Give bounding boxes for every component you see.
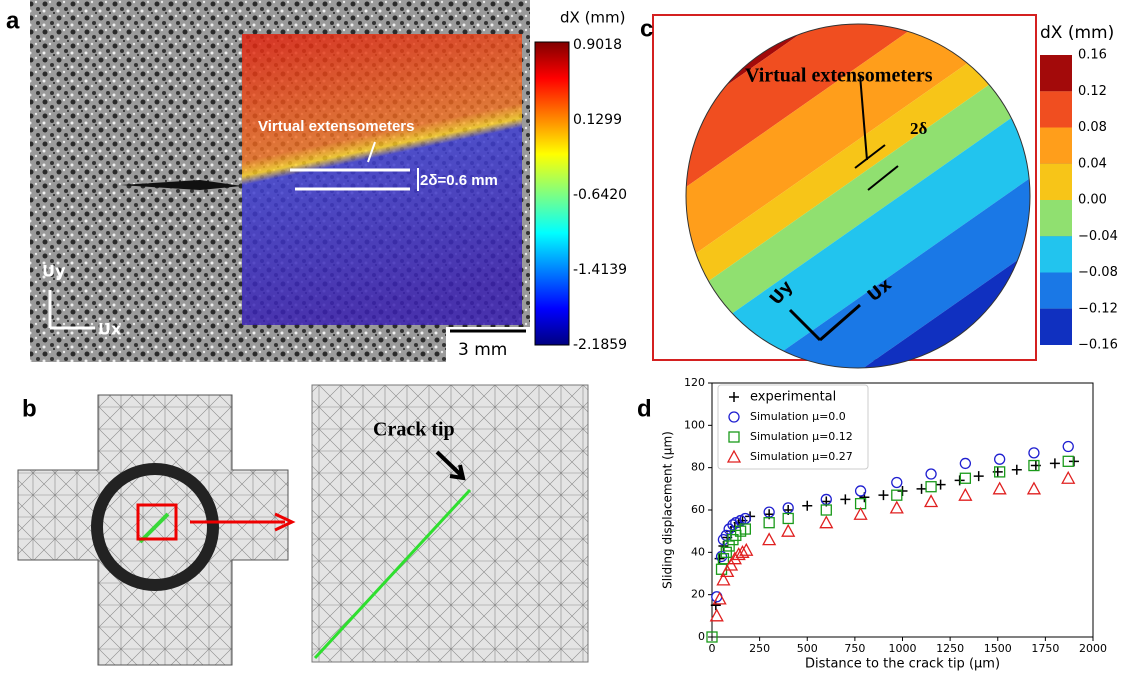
panel-label: c: [640, 15, 653, 42]
y-tick-label: 120: [684, 376, 705, 389]
annotation: Crack tip: [373, 419, 455, 441]
legend-label: Simulation μ=0.12: [750, 430, 853, 443]
y-tick-label: 80: [691, 461, 705, 474]
colorbar-label: 0.08: [1078, 120, 1107, 135]
colorbar-bin: [1040, 128, 1072, 164]
y-tick-label: 100: [684, 418, 705, 431]
colorbar-bin: [1040, 200, 1072, 236]
colorbar-label: −0.12: [1078, 301, 1118, 316]
colorbar-label: -0.6420: [573, 187, 627, 203]
colorbar-bin: [1040, 236, 1072, 272]
gap-label: 2δ: [910, 119, 928, 138]
x-tick-label: 1000: [889, 642, 917, 655]
panel-label: b: [22, 395, 37, 422]
x-tick-label: 0: [709, 642, 716, 655]
annotation: Virtual extensometers: [745, 65, 933, 87]
y-tick-label: 20: [691, 588, 705, 601]
legend-label: Simulation μ=0.0: [750, 410, 846, 423]
colorbar-title: dX (mm): [1040, 23, 1114, 43]
colorbar-label: -2.1859: [573, 337, 627, 353]
panel-label: a: [6, 7, 20, 34]
colorbar-label: 0.00: [1078, 193, 1107, 208]
x-tick-label: 1250: [936, 642, 964, 655]
colorbar-label: -1.4139: [573, 262, 627, 278]
scale-bar-label: 3 mm: [458, 340, 507, 360]
x-tick-label: 1500: [984, 642, 1012, 655]
x-tick-label: 2000: [1079, 642, 1107, 655]
x-axis-label: Distance to the crack tip (μm): [805, 657, 1000, 672]
y-axis-label: Sliding displacement (μm): [661, 431, 675, 589]
colorbar-label: 0.04: [1078, 156, 1107, 171]
annotation: Virtual extensometers: [258, 118, 414, 135]
colorbar-bin: [1040, 164, 1072, 200]
colorbar-label: 0.1299: [573, 112, 622, 128]
x-tick-label: 500: [797, 642, 818, 655]
colorbar-bin: [1040, 273, 1072, 309]
y-tick-label: 40: [691, 545, 705, 558]
colorbar-label: 0.12: [1078, 84, 1107, 99]
colorbar-label: 0.16: [1078, 48, 1107, 63]
colorbar-title: dX (mm): [560, 9, 626, 27]
colorbar-label: −0.16: [1078, 338, 1118, 353]
y-tick-label: 60: [691, 503, 705, 516]
colorbar-bin: [1040, 55, 1072, 91]
x-tick-label: 750: [844, 642, 865, 655]
legend-label: Simulation μ=0.27: [750, 450, 853, 463]
legend-label: experimental: [750, 390, 836, 405]
y-tick-label: 0: [698, 630, 705, 643]
colorbar-label: −0.04: [1078, 229, 1118, 244]
x-tick-label: 1750: [1031, 642, 1059, 655]
panel-label: d: [637, 395, 652, 422]
axis-label: Uy: [42, 262, 66, 281]
colorbar-label: −0.08: [1078, 265, 1118, 280]
x-tick-label: 250: [749, 642, 770, 655]
gap-label: 2δ=0.6 mm: [420, 172, 498, 189]
figure: dX (mm) Virtual extensometers 2δ=0.6 mm …: [0, 0, 1141, 675]
colorbar-bin: [1040, 91, 1072, 127]
axis-label: Ux: [98, 320, 122, 339]
colorbar-label: 0.9018: [573, 37, 622, 53]
colorbar-bin: [1040, 309, 1072, 345]
colorbar: [535, 42, 569, 345]
